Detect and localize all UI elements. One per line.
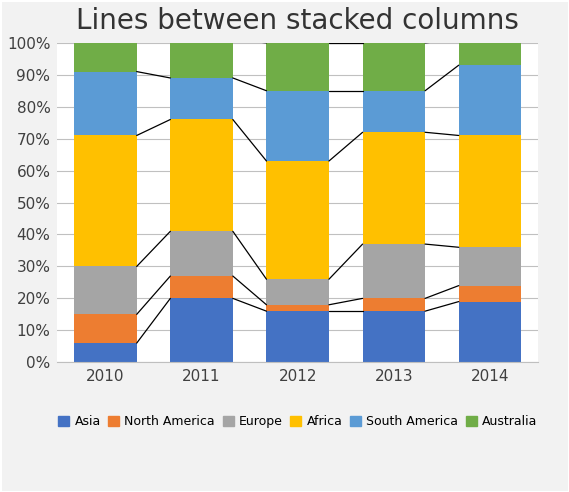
Bar — [459, 135, 521, 247]
Title: Lines between stacked columns: Lines between stacked columns — [76, 7, 519, 35]
Bar — [459, 40, 521, 65]
Bar — [74, 314, 137, 343]
Bar — [74, 343, 137, 362]
Bar — [459, 286, 521, 302]
Bar — [362, 132, 425, 244]
Bar — [170, 276, 233, 298]
Bar — [362, 91, 425, 132]
Bar — [266, 43, 329, 91]
Bar — [362, 43, 425, 91]
Bar — [266, 311, 329, 362]
Bar — [266, 161, 329, 279]
Legend: Asia, North America, Europe, Africa, South America, Australia: Asia, North America, Europe, Africa, Sou… — [53, 410, 542, 433]
Bar — [74, 267, 137, 314]
Bar — [266, 91, 329, 161]
Bar — [170, 231, 233, 276]
Bar — [459, 302, 521, 362]
Bar — [362, 298, 425, 311]
Bar — [74, 71, 137, 135]
Bar — [74, 135, 137, 267]
Bar — [362, 311, 425, 362]
Bar — [459, 65, 521, 135]
Bar — [362, 244, 425, 298]
Bar — [266, 279, 329, 305]
Bar — [170, 298, 233, 362]
Bar — [170, 78, 233, 120]
Bar — [170, 40, 233, 78]
Bar — [74, 40, 137, 71]
Bar — [459, 247, 521, 286]
Bar — [266, 305, 329, 311]
Bar — [170, 120, 233, 231]
